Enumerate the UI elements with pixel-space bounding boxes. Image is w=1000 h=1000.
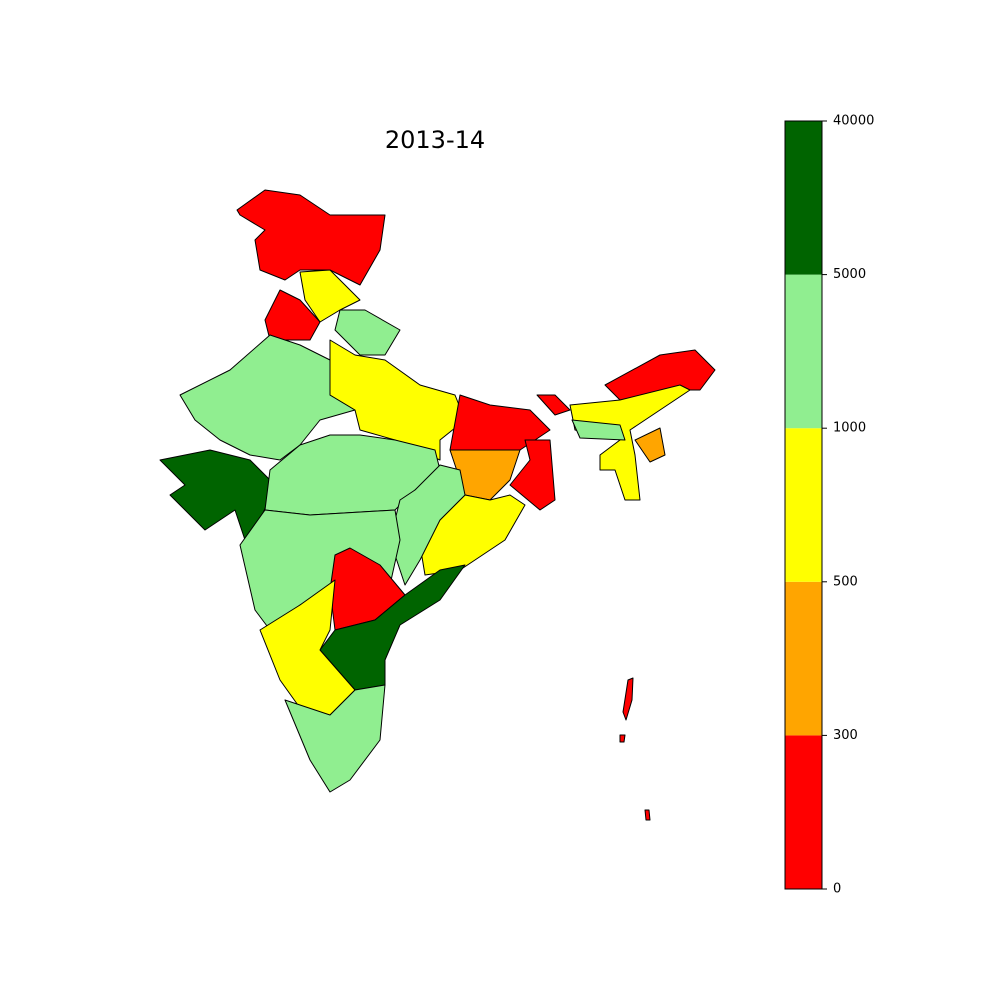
region [619, 734, 626, 743]
region [389, 464, 466, 586]
region [329, 339, 466, 461]
region [259, 579, 356, 716]
region [569, 384, 691, 501]
colorbar-segment [785, 581, 822, 736]
region [622, 677, 634, 721]
region [509, 439, 556, 511]
map-title: 2013-14 [385, 126, 485, 154]
map [159, 189, 716, 821]
colorbar-tick-label: 1000 [833, 421, 866, 436]
colorbar-segment [785, 274, 822, 429]
colorbar-tick-label: 300 [833, 728, 858, 743]
colorbar-segment [785, 735, 822, 889]
colorbar: 0 300 500 1000 5000 40000 [784, 114, 874, 897]
colorbar-frame [784, 120, 823, 890]
colorbar-tick-label: 5000 [833, 267, 866, 282]
colorbar-segment [785, 428, 822, 582]
colorbar-tick-label: 500 [833, 574, 858, 589]
region [571, 419, 626, 441]
region [644, 809, 651, 821]
region [179, 334, 356, 461]
colorbar-tick-label: 0 [833, 882, 841, 897]
colorbar-segment [785, 121, 822, 275]
region [334, 309, 401, 356]
region [536, 394, 571, 416]
colorbar-tick-label: 40000 [833, 114, 874, 129]
region [284, 684, 386, 793]
region [236, 189, 386, 286]
region [634, 427, 666, 463]
region [264, 289, 321, 341]
